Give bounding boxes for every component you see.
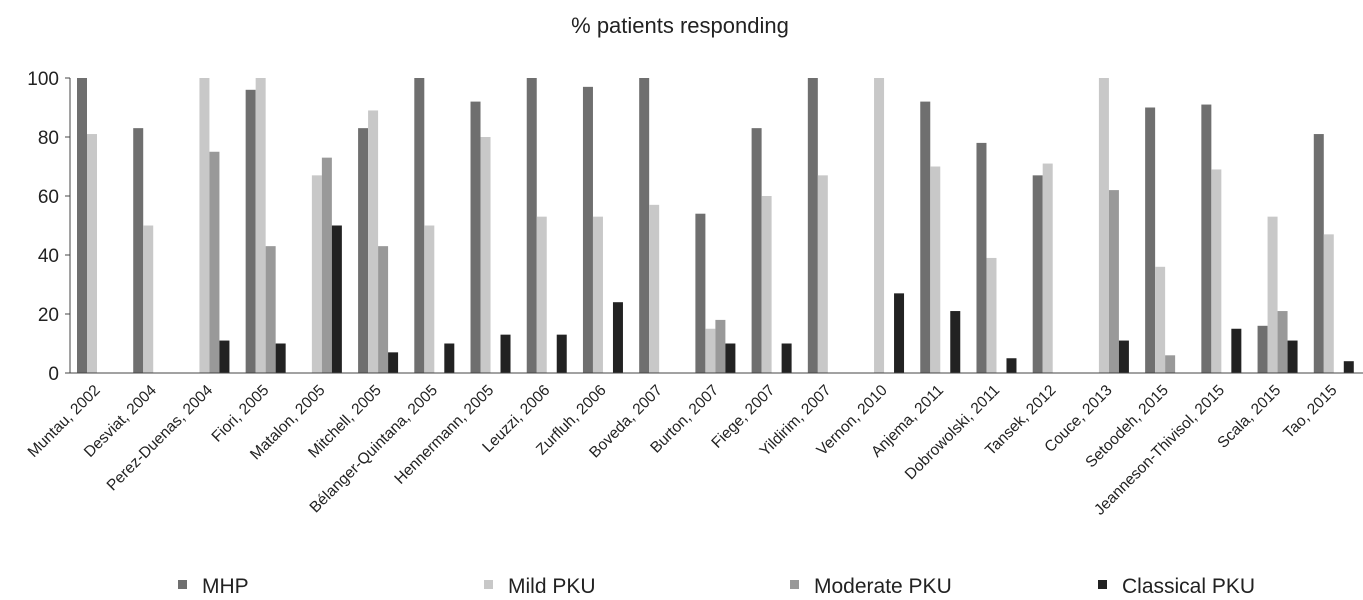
legend: MHP Mild PKU Moderate PKU Classical PKU	[178, 575, 1255, 598]
legend-swatch	[484, 580, 493, 589]
bar	[311, 175, 322, 373]
y-tick-label: 60	[38, 187, 59, 208]
bar	[817, 175, 828, 373]
legend-swatch	[790, 580, 799, 589]
bar	[1257, 325, 1268, 373]
bar	[950, 311, 961, 373]
bar	[612, 302, 623, 373]
bar	[582, 86, 593, 373]
y-axis: 0 20 40 60 80 100	[27, 69, 71, 385]
bar	[986, 257, 997, 373]
bar	[133, 128, 144, 373]
legend-label: Mild PKU	[508, 575, 596, 598]
bar	[1267, 216, 1278, 373]
bar	[1098, 78, 1109, 373]
bar	[556, 334, 567, 373]
bar	[199, 78, 210, 373]
y-tick-label: 20	[38, 305, 59, 326]
bar	[705, 328, 716, 373]
bar	[1313, 134, 1324, 373]
bars	[77, 78, 1354, 374]
bar	[976, 142, 987, 373]
bar	[930, 166, 941, 373]
bar	[321, 157, 332, 373]
bar	[209, 151, 220, 373]
bar	[1108, 190, 1119, 373]
bar	[265, 246, 276, 373]
y-tick-label: 0	[48, 364, 59, 385]
bar	[143, 225, 154, 373]
bar	[639, 78, 650, 373]
bar	[500, 334, 511, 373]
y-tick-label: 100	[27, 69, 59, 90]
bar	[649, 204, 660, 373]
legend-swatch	[178, 580, 187, 589]
bar	[1118, 340, 1129, 373]
bar	[1165, 355, 1176, 373]
bar	[378, 246, 389, 373]
bar	[424, 225, 435, 373]
y-tick-label: 40	[38, 246, 59, 267]
bar	[255, 78, 266, 373]
bar	[87, 134, 97, 373]
bar	[1211, 169, 1222, 373]
legend-label: Moderate PKU	[814, 575, 952, 598]
bar	[1231, 328, 1242, 373]
bar	[807, 78, 818, 373]
bar	[1032, 175, 1043, 373]
x-tick-label: Hennermann, 2005	[391, 382, 497, 488]
bar	[470, 101, 481, 373]
bar	[592, 216, 603, 373]
y-tick-label: 80	[38, 128, 59, 149]
bar	[1287, 340, 1298, 373]
x-tick-label: Tao, 2015	[1280, 382, 1340, 442]
bar	[1006, 358, 1017, 373]
bar	[219, 340, 230, 373]
legend-label: MHP	[202, 575, 249, 598]
bar	[781, 343, 792, 373]
bar	[1343, 361, 1354, 373]
bar	[1277, 311, 1288, 373]
bar	[1323, 234, 1334, 373]
bar	[695, 213, 706, 373]
bar	[368, 110, 379, 373]
bar	[920, 101, 931, 373]
bar	[480, 137, 491, 373]
bar	[331, 225, 342, 373]
bar	[414, 78, 425, 373]
bar	[1201, 104, 1212, 374]
bar	[77, 78, 87, 373]
legend-swatch	[1098, 580, 1107, 589]
bar	[275, 343, 286, 373]
bar	[751, 128, 762, 373]
x-tick-label: Dobrowolski, 2011	[902, 382, 1003, 483]
bar	[761, 196, 772, 373]
bar	[358, 128, 369, 373]
bar	[715, 319, 726, 373]
bar	[874, 78, 885, 373]
bar	[1145, 107, 1156, 373]
bar	[725, 343, 736, 373]
chart-title: % patients responding	[571, 13, 789, 38]
x-tick-label: Perez-Duenas, 2004	[104, 382, 217, 495]
bar	[536, 216, 547, 373]
bar	[1155, 266, 1166, 373]
bar	[894, 293, 905, 373]
legend-label: Classical PKU	[1122, 575, 1255, 598]
bar	[245, 89, 256, 374]
bar	[1042, 163, 1053, 373]
bar	[388, 352, 399, 373]
bar	[526, 78, 537, 373]
bar	[444, 343, 455, 373]
